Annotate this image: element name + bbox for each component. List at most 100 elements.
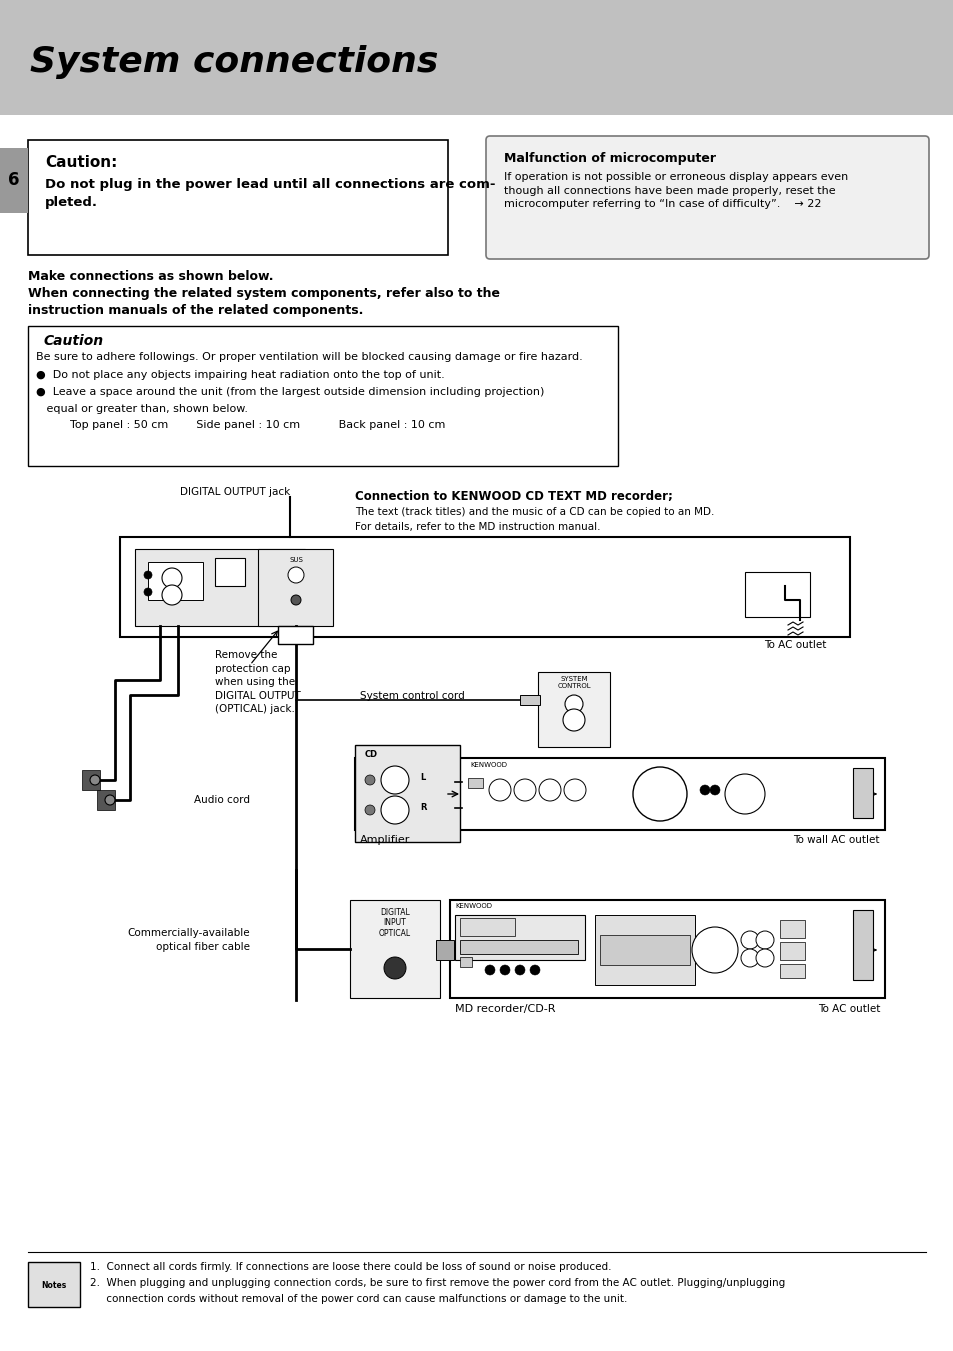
Text: ●  Leave a space around the unit (from the largest outside dimension including p: ● Leave a space around the unit (from th… (36, 386, 544, 397)
Bar (744, 571, 809, 617)
Circle shape (90, 775, 100, 785)
Text: System control cord: System control cord (359, 690, 464, 701)
Circle shape (530, 965, 539, 975)
Circle shape (291, 594, 301, 605)
Text: The text (track titles) and the music of a CD can be copied to an MD.: The text (track titles) and the music of… (355, 507, 714, 517)
Bar (852, 767, 872, 817)
Bar (120, 536, 849, 638)
Text: L: L (419, 774, 425, 782)
Text: 1.  Connect all cords firmly. If connections are loose there could be loss of so: 1. Connect all cords firmly. If connecti… (90, 1262, 611, 1273)
Text: DIGITAL
INPUT
OPTICAL: DIGITAL INPUT OPTICAL (378, 908, 411, 938)
Bar (468, 778, 482, 788)
Bar (277, 626, 313, 644)
Bar (148, 562, 203, 600)
Bar (852, 911, 872, 979)
Text: MD recorder/CD-R: MD recorder/CD-R (455, 1004, 555, 1015)
Circle shape (700, 785, 709, 794)
Circle shape (365, 775, 375, 785)
Text: Remove the
protection cap
when using the
DIGITAL OUTPUT
(OPTICAL) jack.: Remove the protection cap when using the… (214, 650, 300, 715)
Circle shape (162, 585, 182, 605)
Circle shape (740, 948, 759, 967)
Circle shape (484, 965, 495, 975)
Bar (0, 149, 28, 213)
Bar (780, 942, 804, 961)
Circle shape (515, 965, 524, 975)
Bar (257, 549, 333, 626)
Text: When connecting the related system components, refer also to the: When connecting the related system compo… (28, 286, 499, 300)
Circle shape (489, 780, 511, 801)
Text: KENWOOD: KENWOOD (470, 762, 506, 767)
Bar (0, 0, 953, 115)
Circle shape (514, 780, 536, 801)
Bar (455, 915, 584, 961)
Text: 2.  When plugging and unplugging connection cords, be sure to first remove the p: 2. When plugging and unplugging connecti… (90, 1278, 784, 1288)
Circle shape (724, 774, 764, 815)
Bar (28, 141, 448, 255)
Circle shape (384, 957, 406, 979)
Text: Audio cord: Audio cord (193, 794, 250, 805)
Circle shape (380, 766, 409, 794)
Text: Amplifier: Amplifier (359, 835, 410, 844)
Bar (599, 935, 689, 965)
Circle shape (564, 694, 582, 713)
Bar (537, 671, 609, 747)
Text: Commercially-available
optical fiber cable: Commercially-available optical fiber cab… (128, 928, 250, 952)
Bar (214, 558, 245, 586)
Bar (780, 920, 804, 938)
Text: instruction manuals of the related components.: instruction manuals of the related compo… (28, 304, 363, 317)
FancyBboxPatch shape (485, 136, 928, 259)
Circle shape (144, 571, 152, 580)
Text: Malfunction of microcomputer: Malfunction of microcomputer (503, 153, 716, 165)
Bar (355, 758, 884, 830)
Circle shape (755, 931, 773, 948)
Circle shape (162, 567, 182, 588)
Text: Connection to KENWOOD CD TEXT MD recorder;: Connection to KENWOOD CD TEXT MD recorde… (355, 490, 672, 503)
Bar (595, 915, 695, 985)
Text: Caution: Caution (44, 334, 104, 349)
Bar (459, 957, 472, 967)
Text: CD: CD (365, 750, 377, 759)
Bar (82, 770, 100, 790)
Text: equal or greater than, shown below.: equal or greater than, shown below. (36, 404, 248, 413)
Text: To wall AC outlet: To wall AC outlet (793, 835, 879, 844)
Circle shape (538, 780, 560, 801)
Bar (28, 1262, 80, 1306)
Text: KENWOOD: KENWOOD (455, 902, 492, 909)
Bar (355, 744, 459, 842)
Circle shape (709, 785, 720, 794)
Circle shape (499, 965, 510, 975)
Circle shape (288, 567, 304, 584)
Text: R: R (419, 804, 426, 812)
Text: Top panel : 50 cm        Side panel : 10 cm           Back panel : 10 cm: Top panel : 50 cm Side panel : 10 cm Bac… (70, 420, 445, 430)
Text: 6: 6 (9, 172, 20, 189)
Circle shape (691, 927, 738, 973)
Bar (450, 900, 884, 998)
Circle shape (380, 796, 409, 824)
Text: For details, refer to the MD instruction manual.: For details, refer to the MD instruction… (355, 521, 599, 532)
Text: ●  Do not place any objects impairing heat radiation onto the top of unit.: ● Do not place any objects impairing hea… (36, 370, 444, 380)
Circle shape (633, 767, 686, 821)
Text: connection cords without removal of the power cord can cause malfunctions or dam: connection cords without removal of the … (90, 1294, 627, 1304)
Text: Do not plug in the power lead until all connections are com-
pleted.: Do not plug in the power lead until all … (45, 178, 495, 209)
Circle shape (740, 931, 759, 948)
Text: Make connections as shown below.: Make connections as shown below. (28, 270, 274, 282)
Circle shape (562, 709, 584, 731)
Circle shape (755, 948, 773, 967)
Text: To AC outlet: To AC outlet (763, 640, 825, 650)
Circle shape (365, 805, 375, 815)
Bar (97, 790, 115, 811)
Text: Caution:: Caution: (45, 155, 117, 170)
Bar (519, 694, 539, 705)
Text: SYSTEM
CONTROL: SYSTEM CONTROL (557, 676, 590, 689)
Circle shape (144, 588, 152, 596)
Bar (28, 326, 618, 466)
Text: If operation is not possible or erroneous display appears even
though all connec: If operation is not possible or erroneou… (503, 172, 847, 209)
Bar (135, 549, 305, 626)
Bar (459, 917, 515, 936)
Text: Be sure to adhere followings. Or proper ventilation will be blocked causing dama: Be sure to adhere followings. Or proper … (36, 353, 582, 362)
Circle shape (563, 780, 585, 801)
Circle shape (105, 794, 115, 805)
Text: System connections: System connections (30, 45, 438, 78)
Bar (350, 900, 439, 998)
Text: To AC outlet: To AC outlet (817, 1004, 879, 1015)
